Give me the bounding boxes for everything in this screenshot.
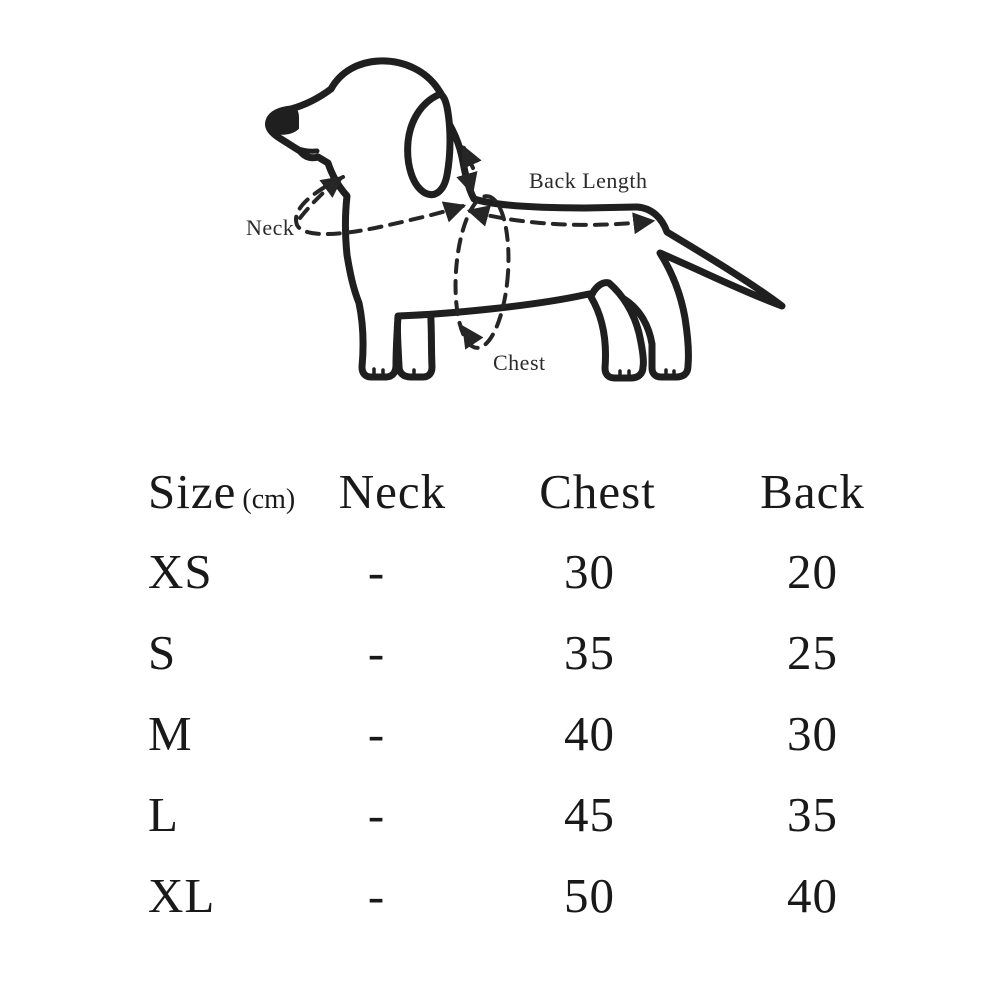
- neck-cell: -: [367, 625, 386, 680]
- back-cell: 35: [787, 787, 838, 842]
- header-size-text: Size: [148, 464, 237, 519]
- dog-ear: [404, 91, 454, 199]
- chest-cell: 30: [564, 544, 615, 599]
- dog-toe-marks: [372, 367, 676, 380]
- dog-drawing: [265, 57, 786, 382]
- neck-cell: -: [367, 544, 386, 599]
- size-cell: L: [148, 787, 179, 842]
- neck-cell: -: [367, 706, 386, 761]
- neck-label: Neck: [246, 215, 295, 240]
- neck-cell: -: [367, 787, 386, 842]
- neck-label-arrow: [298, 176, 344, 220]
- back-length-label: Back Length: [529, 168, 648, 193]
- header-back: Back: [760, 464, 865, 519]
- neck-cell: -: [367, 868, 386, 923]
- chest-cell: 40: [564, 706, 615, 761]
- dog-outline: [265, 57, 786, 381]
- back-cell: 25: [787, 625, 838, 680]
- size-cell: XS: [148, 544, 213, 599]
- neck-measure-loop: [294, 175, 467, 236]
- size-table: Size (cm) Neck Chest Back XS - 30 20 S - …: [115, 452, 885, 936]
- dog-measurement-diagram: Neck Back Length Chest: [0, 0, 1000, 450]
- withers-arrow: [456, 170, 478, 196]
- back-cell: 40: [787, 868, 838, 923]
- size-cell: M: [148, 706, 193, 761]
- back-cell: 30: [787, 706, 838, 761]
- size-cell: XL: [148, 868, 216, 923]
- dog-mouth-line: [280, 138, 320, 154]
- chest-cell: 45: [564, 787, 615, 842]
- header-chest: Chest: [539, 464, 656, 519]
- back-cell: 20: [787, 544, 838, 599]
- chest-cell: 35: [564, 625, 615, 680]
- chest-cell: 50: [564, 868, 615, 923]
- ear-arrow: [461, 144, 482, 170]
- dog-near-rear-leg: [587, 279, 647, 382]
- header-unit-text: (cm): [242, 484, 296, 515]
- dog-nose: [267, 107, 299, 135]
- chest-bottom-arrow: [462, 325, 484, 350]
- size-cell: S: [148, 625, 177, 680]
- header-size: Size (cm): [115, 452, 330, 531]
- chest-label: Chest: [493, 350, 546, 375]
- header-neck: Neck: [338, 464, 447, 519]
- back-length-line: [466, 205, 656, 235]
